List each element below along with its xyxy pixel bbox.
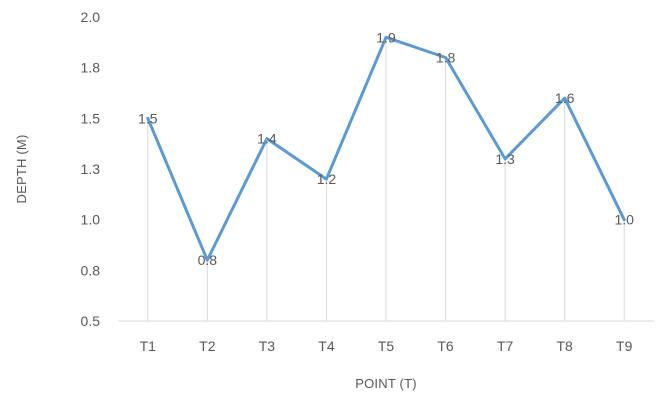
- y-tick-label: 1.3: [81, 161, 101, 177]
- data-label: 1.2: [317, 171, 337, 187]
- x-tick-label: T1: [140, 338, 157, 354]
- data-label: 1.3: [495, 151, 515, 167]
- data-label: 1.9: [376, 29, 396, 45]
- x-tick-label: T8: [556, 338, 573, 354]
- y-tick-label: 1.8: [81, 60, 101, 76]
- drop-lines: [147, 37, 625, 321]
- x-axis-ticks: T1 T2 T3 T4 T5 T6 T7 T8 T9: [140, 338, 633, 354]
- x-tick-label: T2: [199, 338, 216, 354]
- x-tick-label: T4: [318, 338, 335, 354]
- y-tick-label: 0.5: [81, 313, 101, 329]
- data-label: 1.0: [614, 212, 634, 228]
- series-line: [146, 35, 626, 262]
- x-tick-label: T7: [497, 338, 514, 354]
- data-label: 1.4: [257, 131, 277, 147]
- x-tick-label: T9: [616, 338, 633, 354]
- y-axis-title: DEPTH (M): [14, 135, 29, 204]
- x-tick-label: T5: [378, 338, 395, 354]
- data-label: 1.6: [555, 90, 575, 106]
- y-tick-label: 2.0: [81, 9, 101, 25]
- data-label: 1.5: [138, 110, 158, 126]
- data-label: 1.8: [436, 50, 456, 66]
- data-labels: 1.5 0.8 1.4 1.2 1.9 1.8 1.3 1.6 1.0: [138, 29, 634, 268]
- y-tick-label: 1.0: [81, 212, 101, 228]
- x-tick-label: T6: [437, 338, 454, 354]
- y-tick-label: 0.8: [81, 262, 101, 278]
- x-axis-title: POINT (T): [355, 376, 417, 391]
- data-label: 0.8: [198, 252, 218, 268]
- y-tick-label: 1.5: [81, 110, 101, 126]
- x-tick-label: T3: [259, 338, 276, 354]
- y-axis-ticks: 0.5 0.8 1.0 1.3 1.5 1.8 2.0: [81, 9, 101, 329]
